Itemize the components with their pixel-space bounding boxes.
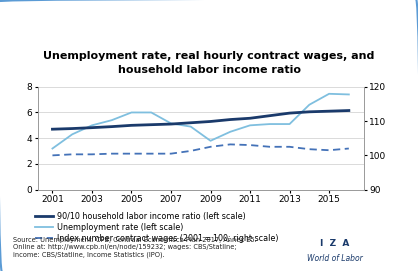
Text: Unemployment rate, real hourly contract wages, and
household labor income ratio: Unemployment rate, real hourly contract … (43, 51, 375, 75)
Legend: 90/10 household labor income ratio (left scale), Unemployment rate (left scale),: 90/10 household labor income ratio (left… (35, 212, 278, 243)
Text: I  Z  A: I Z A (320, 239, 349, 248)
Text: Source: Unemployment: CPB, Centraal Economisch Plan 2017, Annex E5.
Online at: h: Source: Unemployment: CPB, Centraal Econ… (13, 237, 256, 258)
Text: World of Labor: World of Labor (306, 254, 362, 263)
